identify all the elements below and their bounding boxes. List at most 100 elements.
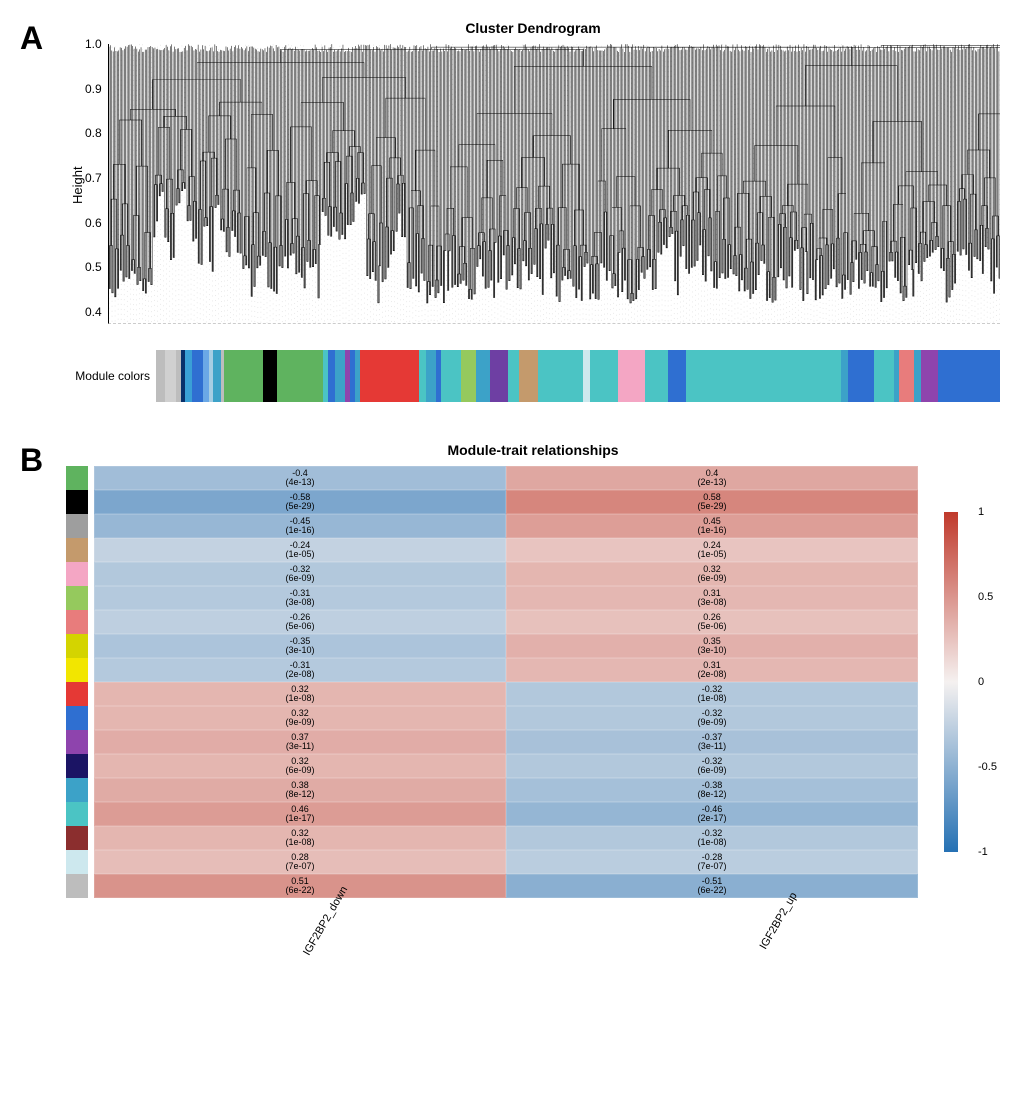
y-tick: 0.9: [85, 82, 102, 96]
module-segment: [476, 350, 491, 402]
module-segment: [263, 350, 278, 402]
colorbar: 10.50-0.5-1: [942, 466, 1000, 898]
heatmap-title: Module-trait relationships: [66, 442, 1000, 458]
cell-pvalue: (1e-05): [507, 550, 917, 559]
heatmap-row: -0.35(3e-10)0.35(3e-10): [94, 634, 918, 658]
heatmap-row-swatch: [66, 634, 88, 658]
heatmap-cell: 0.32(1e-08): [94, 826, 506, 850]
heatmap-row-swatch: [66, 610, 88, 634]
module-color-bar: [156, 350, 1000, 402]
heatmap-row-swatch: [66, 802, 88, 826]
cell-pvalue: (3e-10): [507, 646, 917, 655]
colorbar-gradient: [944, 512, 958, 852]
heatmap-row: -0.45(1e-16)0.45(1e-16): [94, 514, 918, 538]
module-segment: [668, 350, 686, 402]
heatmap-row: 0.38(8e-12)-0.38(8e-12): [94, 778, 918, 802]
colorbar-tick: 0: [978, 676, 984, 688]
module-segment: [848, 350, 874, 402]
heatmap-cell: 0.35(3e-10): [506, 634, 918, 658]
cell-pvalue: (1e-08): [507, 838, 917, 847]
cell-pvalue: (1e-08): [95, 838, 505, 847]
heatmap-cell: -0.32(1e-08): [506, 682, 918, 706]
cell-pvalue: (8e-12): [95, 790, 505, 799]
module-segment: [938, 350, 1000, 402]
cell-pvalue: (1e-17): [95, 814, 505, 823]
heatmap-row-swatch: [66, 490, 88, 514]
y-tick: 0.8: [85, 126, 102, 140]
heatmap-cell: -0.51(6e-22): [506, 874, 918, 898]
heatmap-row-swatch: [66, 658, 88, 682]
module-segment: [426, 350, 435, 402]
heatmap-row-swatches: [66, 466, 88, 898]
cell-pvalue: (6e-22): [95, 886, 505, 895]
y-tick: 0.6: [85, 216, 102, 230]
heatmap-row-swatch: [66, 514, 88, 538]
y-tick: 1.0: [85, 37, 102, 51]
panel-a: A Cluster Dendrogram Height 1.00.90.80.7…: [20, 20, 1000, 402]
heatmap-row: 0.37(3e-11)-0.37(3e-11): [94, 730, 918, 754]
heatmap-row: -0.32(6e-09)0.32(6e-09): [94, 562, 918, 586]
dendrogram-svg: [109, 44, 1000, 323]
heatmap-row-swatch: [66, 538, 88, 562]
heatmap-cell: -0.32(1e-08): [506, 826, 918, 850]
module-segment: [224, 350, 262, 402]
y-axis-label: Height: [66, 45, 85, 325]
heatmap-cell: 0.32(6e-09): [94, 754, 506, 778]
module-segment: [921, 350, 937, 402]
cell-pvalue: (3e-10): [95, 646, 505, 655]
cell-pvalue: (7e-07): [507, 862, 917, 871]
heatmap-row-swatch: [66, 466, 88, 490]
module-segment: [899, 350, 914, 402]
heatmap-cell: -0.26(5e-06): [94, 610, 506, 634]
cell-pvalue: (7e-07): [95, 862, 505, 871]
heatmap-row-swatch: [66, 850, 88, 874]
cell-pvalue: (5e-06): [95, 622, 505, 631]
heatmap-cell: 0.32(1e-08): [94, 682, 506, 706]
cell-pvalue: (2e-08): [507, 670, 917, 679]
heatmap-cell: 0.28(7e-07): [94, 850, 506, 874]
heatmap-row: 0.28(7e-07)-0.28(7e-07): [94, 850, 918, 874]
heatmap-cell: -0.31(3e-08): [94, 586, 506, 610]
colorbar-tick: 1: [978, 506, 984, 518]
heatmap-row: 0.32(6e-09)-0.32(6e-09): [94, 754, 918, 778]
cell-pvalue: (6e-09): [95, 766, 505, 775]
panel-a-label: A: [20, 20, 43, 57]
module-segment: [461, 350, 476, 402]
heatmap-cell: -0.35(3e-10): [94, 634, 506, 658]
heatmap-cell: -0.24(1e-05): [94, 538, 506, 562]
heatmap-cell: 0.31(2e-08): [506, 658, 918, 682]
heatmap-cell: 0.45(1e-16): [506, 514, 918, 538]
cell-pvalue: (5e-29): [95, 502, 505, 511]
module-segment: [335, 350, 344, 402]
module-segment: [185, 350, 192, 402]
cell-pvalue: (6e-09): [507, 574, 917, 583]
colorbar-tick: -0.5: [978, 761, 997, 773]
heatmap-cell: -0.28(7e-07): [506, 850, 918, 874]
heatmap-row: -0.26(5e-06)0.26(5e-06): [94, 610, 918, 634]
dendrogram-plot: [108, 44, 1000, 324]
heatmap-row-swatch: [66, 730, 88, 754]
heatmap-cell: 0.37(3e-11): [94, 730, 506, 754]
cell-pvalue: (5e-06): [507, 622, 917, 631]
heatmap-cell: 0.38(8e-12): [94, 778, 506, 802]
module-segment: [583, 350, 590, 402]
module-segment: [419, 350, 426, 402]
y-tick: 0.5: [85, 260, 102, 274]
cell-pvalue: (3e-08): [95, 598, 505, 607]
heatmap-row-swatch: [66, 562, 88, 586]
heatmap-row-swatch: [66, 754, 88, 778]
module-segment: [686, 350, 841, 402]
module-segment: [590, 350, 617, 402]
cell-pvalue: (2e-08): [95, 670, 505, 679]
y-tick: 0.7: [85, 171, 102, 185]
heatmap-row: 0.46(1e-17)-0.46(2e-17): [94, 802, 918, 826]
cell-pvalue: (1e-16): [95, 526, 505, 535]
heatmap-row-swatch: [66, 682, 88, 706]
heatmap-row-swatch: [66, 586, 88, 610]
module-segment: [874, 350, 894, 402]
y-axis-ticks: 1.00.90.80.70.60.50.4: [85, 44, 108, 326]
heatmap-cell: 0.46(1e-17): [94, 802, 506, 826]
module-segment: [156, 350, 165, 402]
heatmap-cell: 0.32(9e-09): [94, 706, 506, 730]
cell-pvalue: (9e-09): [95, 718, 505, 727]
